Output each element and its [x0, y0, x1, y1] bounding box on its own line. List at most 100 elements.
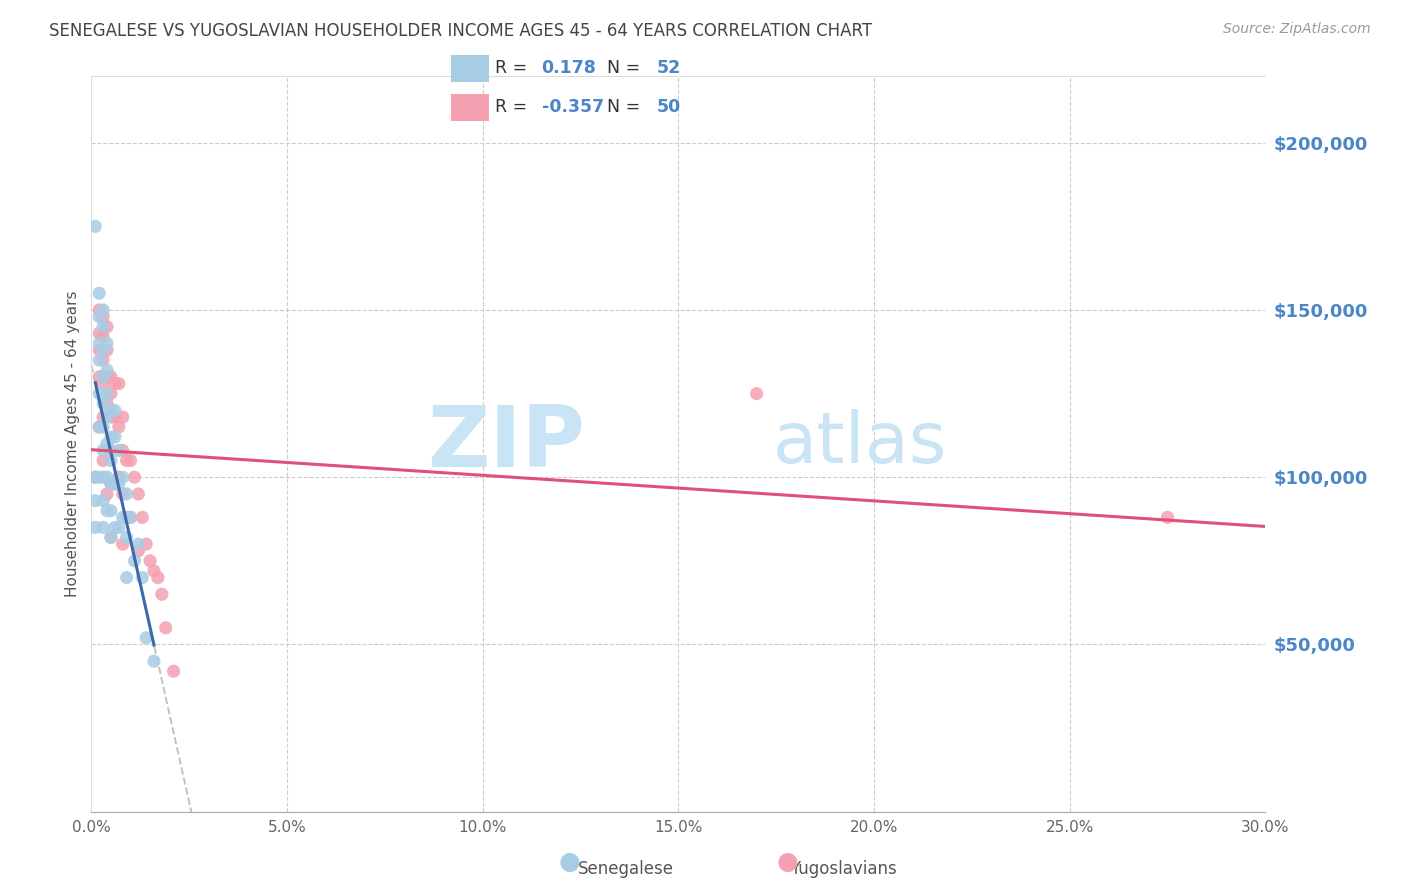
Point — [120, 510, 142, 524]
Point — [91, 319, 114, 334]
Point — [111, 410, 134, 425]
Point — [107, 520, 129, 534]
Point — [96, 503, 118, 517]
Point — [84, 520, 107, 534]
Point — [100, 503, 122, 517]
Point — [91, 470, 114, 484]
Text: 50: 50 — [657, 98, 681, 116]
Point — [89, 420, 111, 434]
Text: atlas: atlas — [772, 409, 946, 478]
Point — [91, 493, 114, 508]
Point — [120, 453, 142, 467]
Bar — [451, 94, 489, 121]
Point — [135, 631, 157, 645]
Text: N =: N = — [607, 59, 641, 77]
Point — [96, 319, 118, 334]
Point — [104, 476, 127, 491]
Point — [1156, 510, 1178, 524]
Point — [150, 587, 173, 601]
Point — [104, 410, 127, 425]
Point — [143, 654, 166, 668]
Point — [131, 510, 153, 524]
Point — [115, 487, 138, 501]
Point — [104, 520, 127, 534]
Point — [96, 343, 118, 358]
Point — [100, 476, 122, 491]
Point — [111, 443, 134, 458]
Point — [89, 310, 111, 324]
Point — [115, 571, 138, 585]
Point — [84, 470, 107, 484]
Point — [96, 396, 118, 410]
Point — [91, 369, 114, 384]
Point — [146, 571, 169, 585]
Point — [115, 453, 138, 467]
Point — [91, 443, 114, 458]
Point — [84, 493, 107, 508]
Point — [100, 386, 122, 401]
Point — [111, 510, 134, 524]
Point — [111, 470, 134, 484]
Point — [107, 476, 129, 491]
Text: Source: ZipAtlas.com: Source: ZipAtlas.com — [1223, 22, 1371, 37]
Point — [104, 376, 127, 391]
Point — [143, 564, 166, 578]
Point — [89, 369, 111, 384]
Point — [89, 286, 111, 301]
Point — [89, 420, 111, 434]
Y-axis label: Householder Income Ages 45 - 64 years: Householder Income Ages 45 - 64 years — [65, 291, 80, 597]
Point — [91, 453, 114, 467]
Point — [111, 487, 134, 501]
Point — [107, 470, 129, 484]
Point — [89, 343, 111, 358]
Point — [100, 476, 122, 491]
Point — [107, 376, 129, 391]
Point — [100, 453, 122, 467]
Point — [120, 510, 142, 524]
Point — [89, 470, 111, 484]
Point — [100, 530, 122, 544]
Point — [104, 403, 127, 417]
Point — [91, 353, 114, 368]
Point — [91, 410, 114, 425]
Point — [91, 520, 114, 534]
Text: -0.357: -0.357 — [541, 98, 603, 116]
Point — [89, 326, 111, 341]
Point — [107, 420, 129, 434]
Text: ●: ● — [558, 850, 581, 874]
Point — [96, 436, 118, 450]
Text: 0.178: 0.178 — [541, 59, 596, 77]
Point — [89, 336, 111, 351]
Point — [91, 310, 114, 324]
Point — [91, 303, 114, 318]
Bar — [451, 54, 489, 82]
Text: ZIP: ZIP — [427, 402, 585, 485]
Point — [91, 396, 114, 410]
Point — [100, 530, 122, 544]
Point — [135, 537, 157, 551]
Point — [91, 330, 114, 344]
Point — [127, 487, 149, 501]
Point — [96, 487, 118, 501]
Point — [96, 386, 118, 401]
Text: SENEGALESE VS YUGOSLAVIAN HOUSEHOLDER INCOME AGES 45 - 64 YEARS CORRELATION CHAR: SENEGALESE VS YUGOSLAVIAN HOUSEHOLDER IN… — [49, 22, 872, 40]
Point — [96, 336, 118, 351]
Point — [127, 544, 149, 558]
Point — [104, 476, 127, 491]
Point — [107, 443, 129, 458]
Point — [115, 510, 138, 524]
Text: Yugoslavians: Yugoslavians — [790, 860, 897, 878]
Point — [96, 363, 118, 377]
Point — [84, 470, 107, 484]
Point — [91, 343, 114, 358]
Text: Senegalese: Senegalese — [578, 860, 673, 878]
Point — [111, 537, 134, 551]
Point — [91, 376, 114, 391]
Point — [115, 530, 138, 544]
Point — [100, 369, 122, 384]
Point — [124, 554, 146, 568]
Text: 52: 52 — [657, 59, 681, 77]
Point — [100, 430, 122, 444]
Point — [89, 303, 111, 318]
Text: N =: N = — [607, 98, 641, 116]
